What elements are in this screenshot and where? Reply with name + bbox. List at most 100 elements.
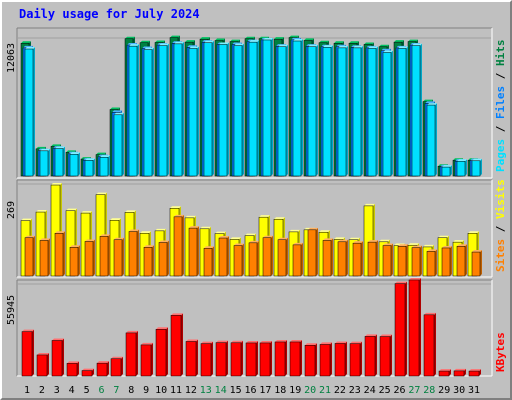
- bar-pages-top: [100, 155, 110, 158]
- bar-kbytes-top: [37, 352, 49, 355]
- bar-sites: [158, 242, 168, 277]
- bar-pages-top: [278, 44, 288, 47]
- bar-pages: [54, 148, 64, 177]
- bar-pages: [367, 48, 377, 177]
- bar-sites: [292, 244, 302, 277]
- bar-pages-top: [442, 165, 452, 168]
- bar-sites-top: [114, 237, 124, 240]
- bar-kbytes-side: [360, 341, 362, 376]
- bar-visits-top: [468, 231, 479, 234]
- bar-sites-side: [257, 240, 259, 276]
- x-tick-label: 17: [259, 385, 271, 396]
- bar-kbytes: [274, 341, 286, 377]
- bar-kbytes-top: [380, 334, 392, 337]
- bar-sites: [441, 247, 451, 277]
- bar-pages-side: [48, 148, 50, 176]
- bar-kbytes-side: [151, 342, 153, 376]
- bar-kbytes: [230, 342, 242, 377]
- bar-kbytes: [155, 329, 167, 377]
- bar-hits-top: [215, 38, 225, 41]
- bar-pages: [84, 160, 94, 177]
- legend-item-visits: Visits: [494, 179, 507, 219]
- bar-pages-side: [137, 44, 139, 176]
- bar-hits-top: [36, 146, 46, 149]
- bar-sites-side: [182, 214, 184, 276]
- bar-pages-side: [167, 43, 169, 176]
- bar-kbytes-side: [449, 369, 451, 376]
- bar-kbytes-top: [365, 334, 377, 337]
- bar-visits-top: [96, 192, 107, 195]
- bar-sites: [307, 229, 317, 277]
- bar-kbytes-side: [315, 343, 317, 376]
- bar-sites-top: [100, 234, 110, 237]
- bar-pages: [173, 43, 183, 177]
- bar-sites-top: [144, 245, 154, 248]
- bar-pages-side: [212, 40, 214, 176]
- bar-kbytes-top: [52, 338, 64, 341]
- bar-kbytes: [66, 363, 78, 377]
- bar-kbytes-top: [305, 343, 317, 346]
- bar-sites-top: [219, 236, 229, 239]
- bar-pages-side: [63, 146, 65, 176]
- bar-sites-side: [480, 250, 482, 276]
- bar-kbytes-side: [32, 329, 34, 376]
- bar-pages: [456, 160, 466, 177]
- bar-pages: [69, 154, 79, 177]
- bar-pages-top: [25, 47, 35, 50]
- bar-pages-side: [197, 46, 199, 176]
- bar-kbytes: [185, 341, 197, 377]
- bar-pages: [397, 48, 407, 177]
- bar-visits-top: [110, 218, 121, 221]
- bar-pages: [143, 49, 153, 177]
- bar-kbytes: [349, 343, 361, 377]
- bar-kbytes-side: [390, 334, 392, 376]
- bar-hits-top: [96, 152, 106, 155]
- legend: KBytes: [494, 332, 507, 372]
- bar-kbytes-top: [424, 312, 436, 315]
- bar-kbytes-top: [82, 368, 94, 371]
- bar-sites: [69, 247, 79, 277]
- bar-pages-top: [368, 46, 378, 49]
- x-tick-label: 25: [379, 385, 391, 396]
- bar-sites-side: [316, 227, 318, 276]
- bar-sites-top: [412, 245, 422, 248]
- bar-pages: [322, 47, 332, 177]
- bar-kbytes-top: [141, 342, 153, 345]
- bar-pages-side: [152, 47, 154, 177]
- bar-pages: [262, 39, 272, 177]
- x-tick-label: 10: [155, 385, 167, 396]
- bar-kbytes-top: [335, 341, 347, 344]
- bar-pages-side: [301, 39, 303, 177]
- bar-pages-top: [383, 50, 393, 53]
- bar-kbytes: [364, 336, 376, 377]
- bar-kbytes-top: [350, 341, 362, 344]
- bar-sites-top: [293, 242, 303, 245]
- bar-sites-top: [442, 245, 452, 248]
- legend-item-sites: Sites: [494, 239, 507, 272]
- bar-sites: [113, 239, 123, 277]
- bar-hits-top: [349, 41, 359, 44]
- bar-kbytes-side: [300, 339, 302, 376]
- bar-sites-top: [472, 250, 482, 253]
- bar-visits-top: [51, 183, 62, 186]
- bar-sites-top: [457, 244, 467, 247]
- x-tick-label: 24: [364, 385, 376, 396]
- legend-item-hits: Hits: [494, 40, 507, 67]
- bar-pages-side: [480, 158, 482, 176]
- bar-sites-top: [353, 241, 363, 244]
- x-tick-label: 12: [185, 385, 197, 396]
- bar-kbytes: [125, 332, 137, 377]
- bar-visits-top: [125, 210, 136, 213]
- x-tick-label: 5: [84, 385, 90, 396]
- legend-separator: /: [494, 119, 507, 139]
- bar-sites: [54, 232, 64, 277]
- bar-visits-top: [438, 235, 449, 238]
- bar-kbytes-side: [419, 277, 421, 376]
- bar-kbytes: [423, 314, 435, 377]
- bar-sites-side: [376, 240, 378, 276]
- x-tick-label: 29: [438, 385, 450, 396]
- bar-kbytes-top: [22, 329, 34, 332]
- bar-sites-top: [249, 240, 259, 243]
- bar-kbytes: [379, 336, 391, 377]
- bar-visits-top: [185, 215, 196, 218]
